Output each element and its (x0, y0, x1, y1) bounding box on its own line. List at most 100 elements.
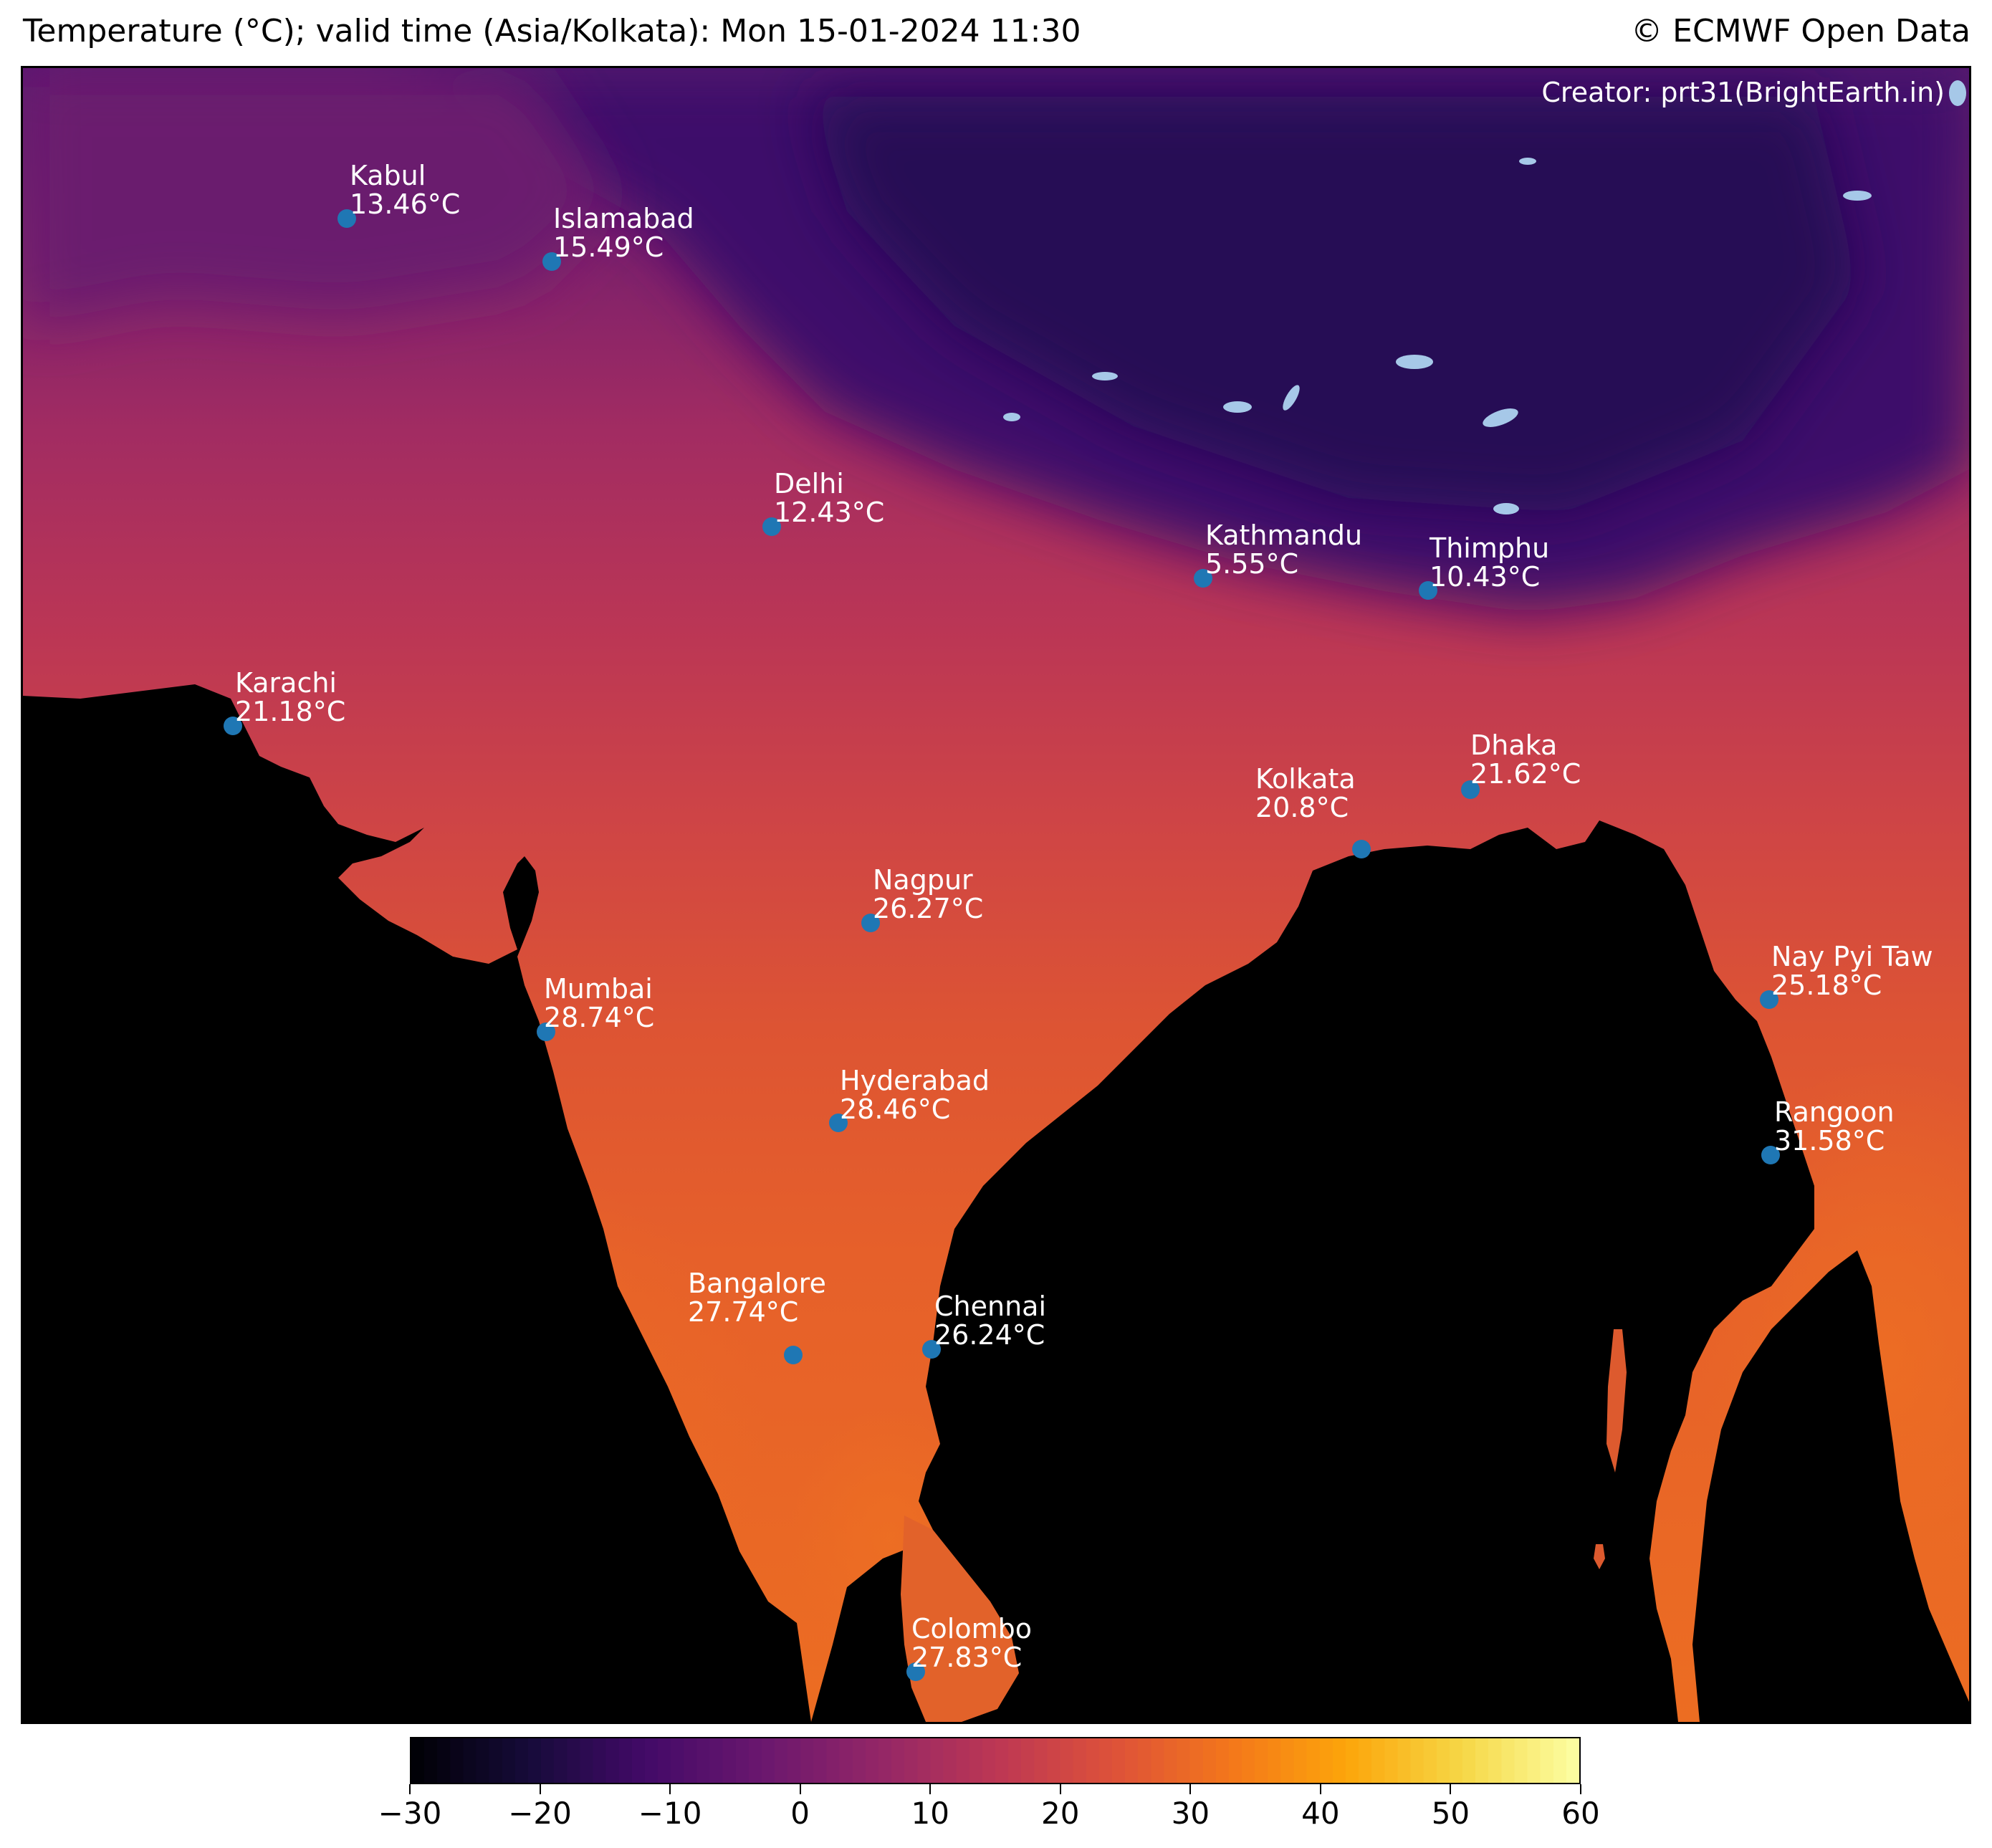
city-name: Mumbai (544, 973, 653, 1005)
colorbar-tick-label: 20 (1041, 1796, 1080, 1831)
colorbar-tick (1319, 1784, 1321, 1794)
city-label-kabul: Kabul 13.46°C (350, 161, 460, 219)
city-marker-nagpur[interactable] (861, 914, 880, 932)
city-marker-colombo[interactable] (906, 1662, 925, 1681)
colorbar-tick-label: 40 (1301, 1796, 1340, 1831)
lake (1283, 385, 1300, 411)
attribution: © ECMWF Open Data (1631, 13, 1971, 49)
colorbar-tick-label: 0 (790, 1796, 810, 1831)
lake (1396, 355, 1433, 369)
city-label-bangalore: Bangalore 27.74°C (688, 1269, 826, 1326)
lake (1223, 401, 1252, 413)
city-name: Bangalore (688, 1268, 826, 1299)
city-marker-thimphu[interactable] (1419, 581, 1437, 600)
lake (1519, 158, 1536, 165)
city-temp: 20.8°C (1255, 792, 1349, 823)
colorbar-tick-label: −10 (638, 1796, 702, 1831)
colorbar (410, 1737, 1581, 1784)
colorbar-tick (1059, 1784, 1061, 1794)
city-temp: 26.27°C (873, 893, 984, 924)
city-label-rangoon: Rangoon 31.58°C (1774, 1098, 1895, 1155)
chart-title: Temperature (°C); valid time (Asia/Kolka… (23, 13, 1081, 49)
city-temp: 21.62°C (1470, 758, 1581, 790)
lake (1483, 408, 1518, 427)
lake (1949, 80, 1966, 106)
lake (1493, 503, 1519, 514)
city-temp: 28.74°C (544, 1002, 655, 1033)
colorbar-tick (799, 1784, 801, 1794)
sri-lanka (901, 1516, 1019, 1722)
colorbar-tick-label: 50 (1431, 1796, 1470, 1831)
city-name: Delhi (774, 468, 844, 499)
city-label-delhi: Delhi 12.43°C (774, 469, 884, 527)
city-name: Colombo (911, 1613, 1032, 1644)
colorbar-tick (409, 1784, 411, 1794)
city-label-karachi: Karachi 21.18°C (235, 669, 345, 726)
temperature-map[interactable]: Creator: prt31(BrightEarth.in) Kabul 13.… (21, 66, 1971, 1724)
colorbar-tick (669, 1784, 671, 1794)
city-label-nay-pyi-taw: Nay Pyi Taw 25.18°C (1771, 942, 1933, 1000)
city-marker-delhi[interactable] (762, 517, 781, 536)
city-label-hyderabad: Hyderabad 28.46°C (840, 1066, 990, 1124)
city-marker-dhaka[interactable] (1461, 780, 1480, 799)
city-temp: 5.55°C (1205, 548, 1299, 580)
city-marker-kolkata[interactable] (1352, 840, 1371, 858)
city-temp: 10.43°C (1430, 561, 1541, 593)
city-temp: 27.74°C (688, 1296, 799, 1328)
city-name: Kabul (350, 160, 426, 191)
bay-of-bengal (811, 820, 1814, 1722)
city-temp: 31.58°C (1774, 1125, 1885, 1157)
city-label-kathmandu: Kathmandu 5.55°C (1205, 521, 1362, 578)
city-label-islamabad: Islamabad 15.49°C (553, 204, 694, 262)
city-name: Dhaka (1470, 729, 1558, 761)
city-label-kolkata: Kolkata 20.8°C (1255, 765, 1356, 822)
colorbar-tick-label: 10 (911, 1796, 949, 1831)
city-marker-nay-pyi-taw[interactable] (1760, 990, 1778, 1009)
city-name: Rangoon (1774, 1096, 1895, 1128)
city-label-dhaka: Dhaka 21.62°C (1470, 731, 1581, 788)
city-label-chennai: Chennai 26.24°C (934, 1292, 1046, 1349)
creator-credit: Creator: prt31(BrightEarth.in) (1541, 77, 1945, 108)
city-label-mumbai: Mumbai 28.74°C (544, 975, 654, 1032)
andaman-islands (1606, 1329, 1627, 1473)
city-temp: 12.43°C (774, 497, 885, 528)
arabian-sea (23, 684, 811, 1722)
city-label-colombo: Colombo 27.83°C (911, 1614, 1032, 1672)
afghan-highlands (23, 68, 610, 326)
city-marker-karachi[interactable] (224, 717, 242, 735)
city-label-nagpur: Nagpur 26.27°C (873, 866, 983, 923)
city-name: Kathmandu (1205, 520, 1363, 551)
city-temp: 28.46°C (840, 1093, 951, 1125)
colorbar-tick-label: −30 (378, 1796, 442, 1831)
city-temp: 21.18°C (235, 696, 346, 727)
city-name: Chennai (934, 1291, 1047, 1322)
city-name: Islamabad (553, 203, 694, 234)
city-temp: 13.46°C (350, 188, 461, 220)
city-marker-chennai[interactable] (922, 1340, 941, 1359)
city-name: Hyderabad (840, 1065, 990, 1096)
map-canvas (23, 68, 1969, 1722)
city-label-thimphu: Thimphu 10.43°C (1430, 534, 1549, 591)
city-name: Nay Pyi Taw (1771, 941, 1933, 972)
colorbar-tick-label: 60 (1561, 1796, 1600, 1831)
lake (1092, 372, 1118, 380)
city-temp: 27.83°C (911, 1642, 1023, 1673)
city-marker-rangoon[interactable] (1761, 1146, 1780, 1164)
city-marker-islamabad[interactable] (542, 252, 561, 271)
colorbar-tick (1580, 1784, 1581, 1794)
city-temp: 26.24°C (934, 1319, 1045, 1351)
lake (1003, 413, 1020, 421)
nicobar-islands (1594, 1544, 1605, 1569)
city-name: Thimphu (1430, 532, 1550, 564)
andaman-sea (1692, 1250, 1969, 1722)
city-marker-bangalore[interactable] (784, 1346, 803, 1364)
city-marker-hyderabad[interactable] (829, 1114, 848, 1132)
city-marker-kabul[interactable] (337, 209, 356, 228)
colorbar-tick (539, 1784, 541, 1794)
city-name: Karachi (235, 667, 337, 699)
colorbar-tick (1450, 1784, 1452, 1794)
city-marker-mumbai[interactable] (537, 1023, 555, 1041)
city-name: Kolkata (1255, 763, 1356, 795)
colorbar-tick-label: 30 (1171, 1796, 1210, 1831)
city-marker-kathmandu[interactable] (1194, 569, 1212, 588)
